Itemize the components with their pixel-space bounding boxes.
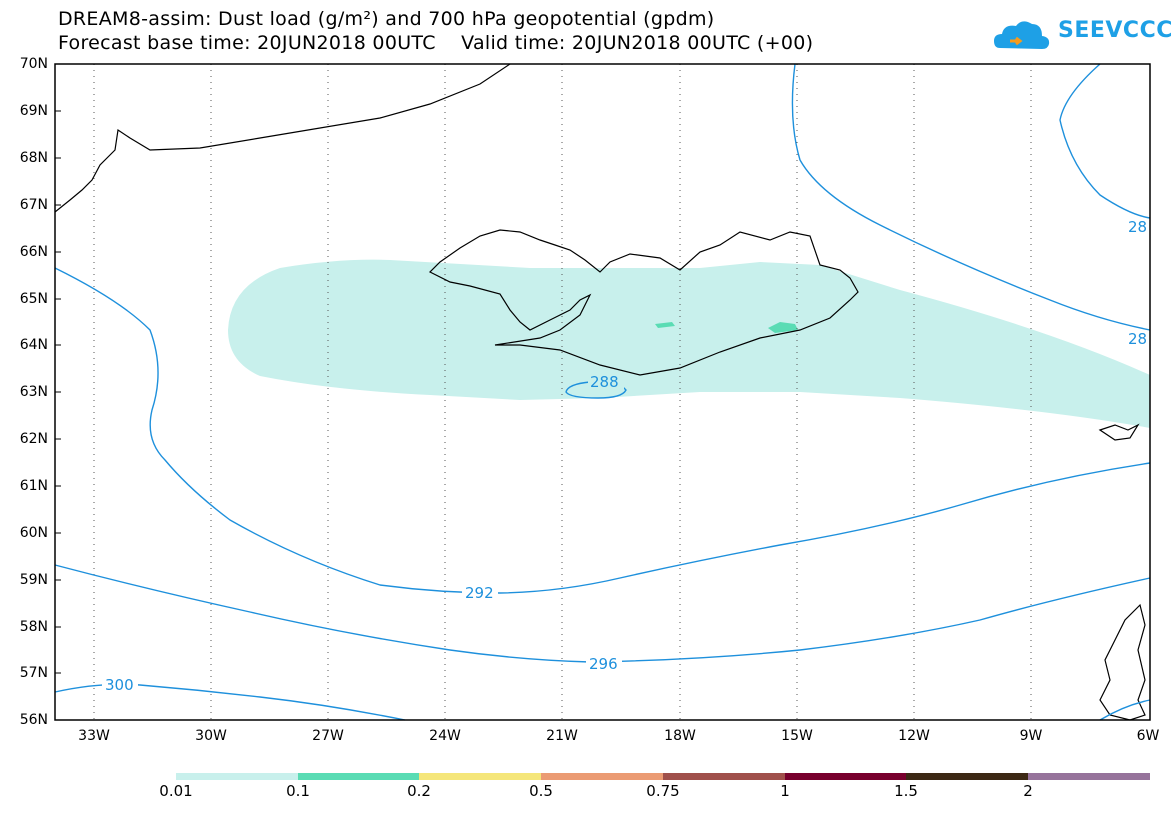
coastline-greenland xyxy=(54,63,511,213)
contour-300 xyxy=(1099,699,1151,721)
lat-label-59n: 59N xyxy=(19,572,48,588)
lat-label-64n: 64N xyxy=(19,337,48,353)
colorbar xyxy=(176,773,1150,780)
logo-text: SEEVCCC xyxy=(1058,18,1173,43)
lat-label-62n: 62N xyxy=(19,431,48,447)
contour-label-28-upper: 28 xyxy=(1128,218,1147,236)
lon-label-30w: 30W xyxy=(195,728,227,744)
lon-label-24w: 24W xyxy=(429,728,461,744)
colorbar-label-0.1: 0.1 xyxy=(286,782,310,800)
contour-label-292: 292 xyxy=(465,584,494,602)
colorbar-segment-7 xyxy=(906,773,1028,780)
lon-label-18w: 18W xyxy=(664,728,696,744)
dust-area-medium-1 xyxy=(655,322,675,328)
lat-label-56n: 56N xyxy=(19,712,48,728)
lat-label-58n: 58N xyxy=(19,619,48,635)
grid-lines xyxy=(93,64,1032,720)
contour-west xyxy=(54,267,1151,594)
colorbar-segment-5 xyxy=(663,773,785,780)
coastline-faroes xyxy=(1098,423,1140,441)
coastline-scotland xyxy=(1099,603,1146,721)
colorbar-segment-2 xyxy=(298,773,419,780)
contour-label-296: 296 xyxy=(589,655,618,673)
colorbar-segment-4 xyxy=(541,773,663,780)
lat-label-60n: 60N xyxy=(19,525,48,541)
lon-label-27w: 27W xyxy=(312,728,344,744)
colorbar-segment-3 xyxy=(419,773,541,780)
lon-label-9w: 9W xyxy=(1019,728,1043,744)
lon-label-6w: 6W xyxy=(1136,728,1160,744)
lon-label-12w: 12W xyxy=(898,728,930,744)
lat-label-69n: 69N xyxy=(19,103,48,119)
colorbar-segment-6 xyxy=(785,773,906,780)
coastline-iceland xyxy=(428,229,859,376)
lat-label-63n: 63N xyxy=(19,384,48,400)
lat-label-66n: 66N xyxy=(19,244,48,260)
colorbar-label-1: 1 xyxy=(780,782,790,800)
lon-label-15w: 15W xyxy=(781,728,813,744)
lat-label-68n: 68N xyxy=(19,150,48,166)
colorbar-label-2: 2 xyxy=(1023,782,1033,800)
contour-east-upper xyxy=(791,63,1151,331)
map-title-line-2: Forecast base time: 20JUN2018 00UTC Vali… xyxy=(58,32,814,54)
contour-288 xyxy=(565,381,627,399)
coastlines xyxy=(54,63,1146,721)
lat-label-65n: 65N xyxy=(19,291,48,307)
colorbar-segment-1 xyxy=(176,773,298,780)
dust-area-medium-2 xyxy=(768,322,798,333)
lat-label-67n: 67N xyxy=(19,197,48,213)
contour-label-300: 300 xyxy=(105,676,134,694)
contour-east-top xyxy=(1059,63,1151,219)
contour-label-28-lower: 28 xyxy=(1128,330,1147,348)
lon-label-21w: 21W xyxy=(546,728,578,744)
map-title-line-1: DREAM8-assim: Dust load (g/m²) and 700 h… xyxy=(58,8,715,30)
contour-label-288: 288 xyxy=(590,373,619,391)
colorbar-label-0.2: 0.2 xyxy=(407,782,431,800)
colorbar-label-0.75: 0.75 xyxy=(646,782,680,800)
contour-292 xyxy=(54,564,1151,663)
colorbar-segment-8 xyxy=(1028,773,1150,780)
colorbar-label-1.5: 1.5 xyxy=(894,782,918,800)
lat-label-70n: 70N xyxy=(19,56,48,72)
cloud-icon xyxy=(994,21,1050,49)
lon-label-33w: 33W xyxy=(78,728,110,744)
lat-label-57n: 57N xyxy=(19,665,48,681)
lat-label-61n: 61N xyxy=(19,478,48,494)
colorbar-label-0.01: 0.01 xyxy=(159,782,193,800)
dust-area-light xyxy=(228,259,1150,428)
colorbar-label-0.5: 0.5 xyxy=(529,782,553,800)
